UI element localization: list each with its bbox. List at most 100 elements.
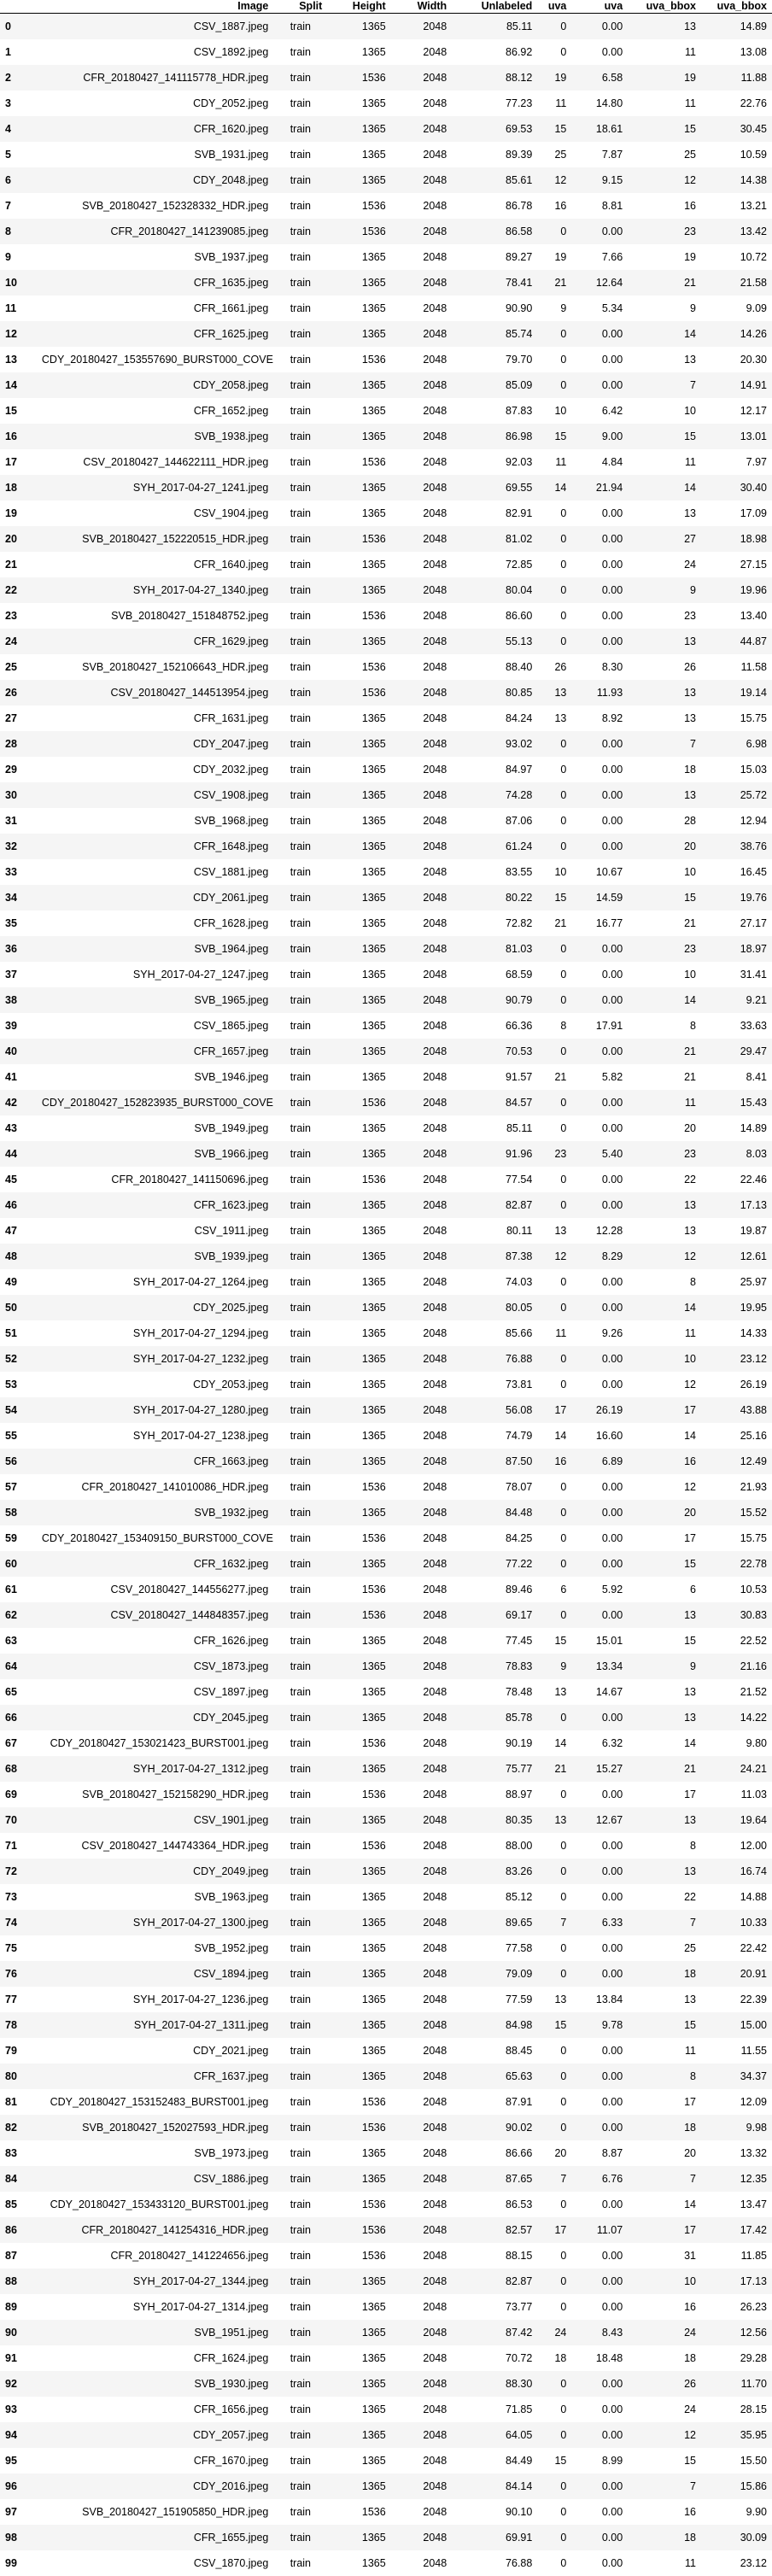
table-cell: 14.26: [701, 321, 772, 347]
table-cell: 21.58: [701, 270, 772, 296]
table-row: 59CDY_20180427_153409150_BURST000_COVER_…: [0, 1525, 772, 1551]
table-cell: 1365: [327, 116, 390, 142]
table-cell: 0.00: [571, 1602, 628, 1628]
table-cell: 22.42: [701, 1935, 772, 1961]
row-index: 72: [0, 1859, 37, 1884]
table-cell: train: [273, 1756, 327, 1782]
table-cell: CSV_20180427_144513954.jpeg: [37, 680, 273, 705]
row-index: 21: [0, 552, 37, 577]
table-cell: 0: [537, 2038, 571, 2064]
table-cell: 2048: [391, 2345, 453, 2371]
table-cell: 86.66: [452, 2140, 537, 2166]
row-index: 86: [0, 2217, 37, 2243]
table-cell: 13: [537, 1218, 571, 1244]
table-cell: 0.00: [571, 321, 628, 347]
table-cell: 0.00: [571, 2089, 628, 2115]
table-cell: SVB_1932.jpeg: [37, 1500, 273, 1525]
table-cell: 8.81: [571, 193, 628, 219]
table-cell: train: [273, 1449, 327, 1474]
table-cell: 17: [628, 1397, 701, 1423]
table-cell: 0: [537, 2192, 571, 2217]
table-cell: 1365: [327, 1295, 390, 1320]
table-cell: 0.00: [571, 629, 628, 654]
table-cell: 2048: [391, 577, 453, 603]
table-cell: 1365: [327, 2371, 390, 2397]
table-cell: 26.19: [701, 1372, 772, 1397]
table-cell: CFR_1628.jpeg: [37, 910, 273, 936]
row-index: 2: [0, 65, 37, 91]
table-cell: 2048: [391, 2140, 453, 2166]
table-cell: 16: [537, 1449, 571, 1474]
table-cell: 14.33: [701, 1320, 772, 1346]
row-index: 20: [0, 526, 37, 552]
row-index: 66: [0, 1705, 37, 1730]
table-cell: 1536: [327, 1577, 390, 1602]
table-cell: SVB_20180427_152027593_HDR.jpeg: [37, 2115, 273, 2140]
table-cell: 1536: [327, 2115, 390, 2140]
table-cell: 2048: [391, 2397, 453, 2422]
table-cell: 19: [537, 65, 571, 91]
row-index: 14: [0, 372, 37, 398]
table-cell: train: [273, 603, 327, 629]
row-index: 71: [0, 1833, 37, 1859]
table-cell: 21: [628, 1039, 701, 1064]
table-cell: SVB_20180427_152220515_HDR.jpeg: [37, 526, 273, 552]
table-cell: SVB_1968.jpeg: [37, 808, 273, 834]
table-cell: SVB_1931.jpeg: [37, 142, 273, 167]
table-cell: 0.00: [571, 2499, 628, 2525]
table-cell: 15: [628, 116, 701, 142]
table-cell: 77.22: [452, 1551, 537, 1577]
table-cell: train: [273, 654, 327, 680]
table-cell: 25.72: [701, 782, 772, 808]
table-cell: 1365: [327, 962, 390, 987]
table-cell: 15: [628, 424, 701, 449]
row-index: 93: [0, 2397, 37, 2422]
table-cell: 13: [628, 1192, 701, 1218]
table-cell: SYH_2017-04-27_1236.jpeg: [37, 1987, 273, 2012]
table-cell: 13: [537, 1987, 571, 2012]
table-cell: 0: [537, 1295, 571, 1320]
table-cell: 14: [537, 1423, 571, 1449]
table-cell: 0.00: [571, 39, 628, 65]
table-cell: 0.00: [571, 14, 628, 40]
table-cell: train: [273, 705, 327, 731]
table-cell: 7: [628, 731, 701, 757]
table-cell: 0: [537, 1346, 571, 1372]
table-cell: 26.19: [571, 1397, 628, 1423]
table-cell: train: [273, 14, 327, 40]
table-cell: 2048: [391, 1423, 453, 1449]
table-cell: train: [273, 731, 327, 757]
table-cell: 0: [537, 1039, 571, 1064]
table-cell: 2048: [391, 116, 453, 142]
table-cell: 79.09: [452, 1961, 537, 1987]
table-cell: 87.42: [452, 2320, 537, 2345]
table-cell: 2048: [391, 142, 453, 167]
column-header: Split: [273, 0, 327, 14]
table-cell: 12.09: [701, 2089, 772, 2115]
table-cell: 9: [537, 296, 571, 321]
table-cell: 18: [628, 1961, 701, 1987]
table-cell: 13: [628, 1679, 701, 1705]
table-cell: 2048: [391, 2192, 453, 2217]
row-index: 91: [0, 2345, 37, 2371]
table-cell: 2048: [391, 1013, 453, 1039]
table-cell: 80.04: [452, 577, 537, 603]
table-cell: 0: [537, 577, 571, 603]
table-cell: SYH_2017-04-27_1241.jpeg: [37, 475, 273, 501]
table-cell: 1365: [327, 731, 390, 757]
table-cell: 7: [628, 1910, 701, 1935]
table-cell: 2048: [391, 885, 453, 910]
table-cell: 11: [628, 2550, 701, 2576]
table-cell: 2048: [391, 1910, 453, 1935]
table-cell: 1365: [327, 1115, 390, 1141]
row-index: 47: [0, 1218, 37, 1244]
table-cell: 11.58: [701, 654, 772, 680]
table-cell: 1536: [327, 219, 390, 244]
table-cell: 0.00: [571, 1500, 628, 1525]
table-cell: 0: [537, 1782, 571, 1807]
